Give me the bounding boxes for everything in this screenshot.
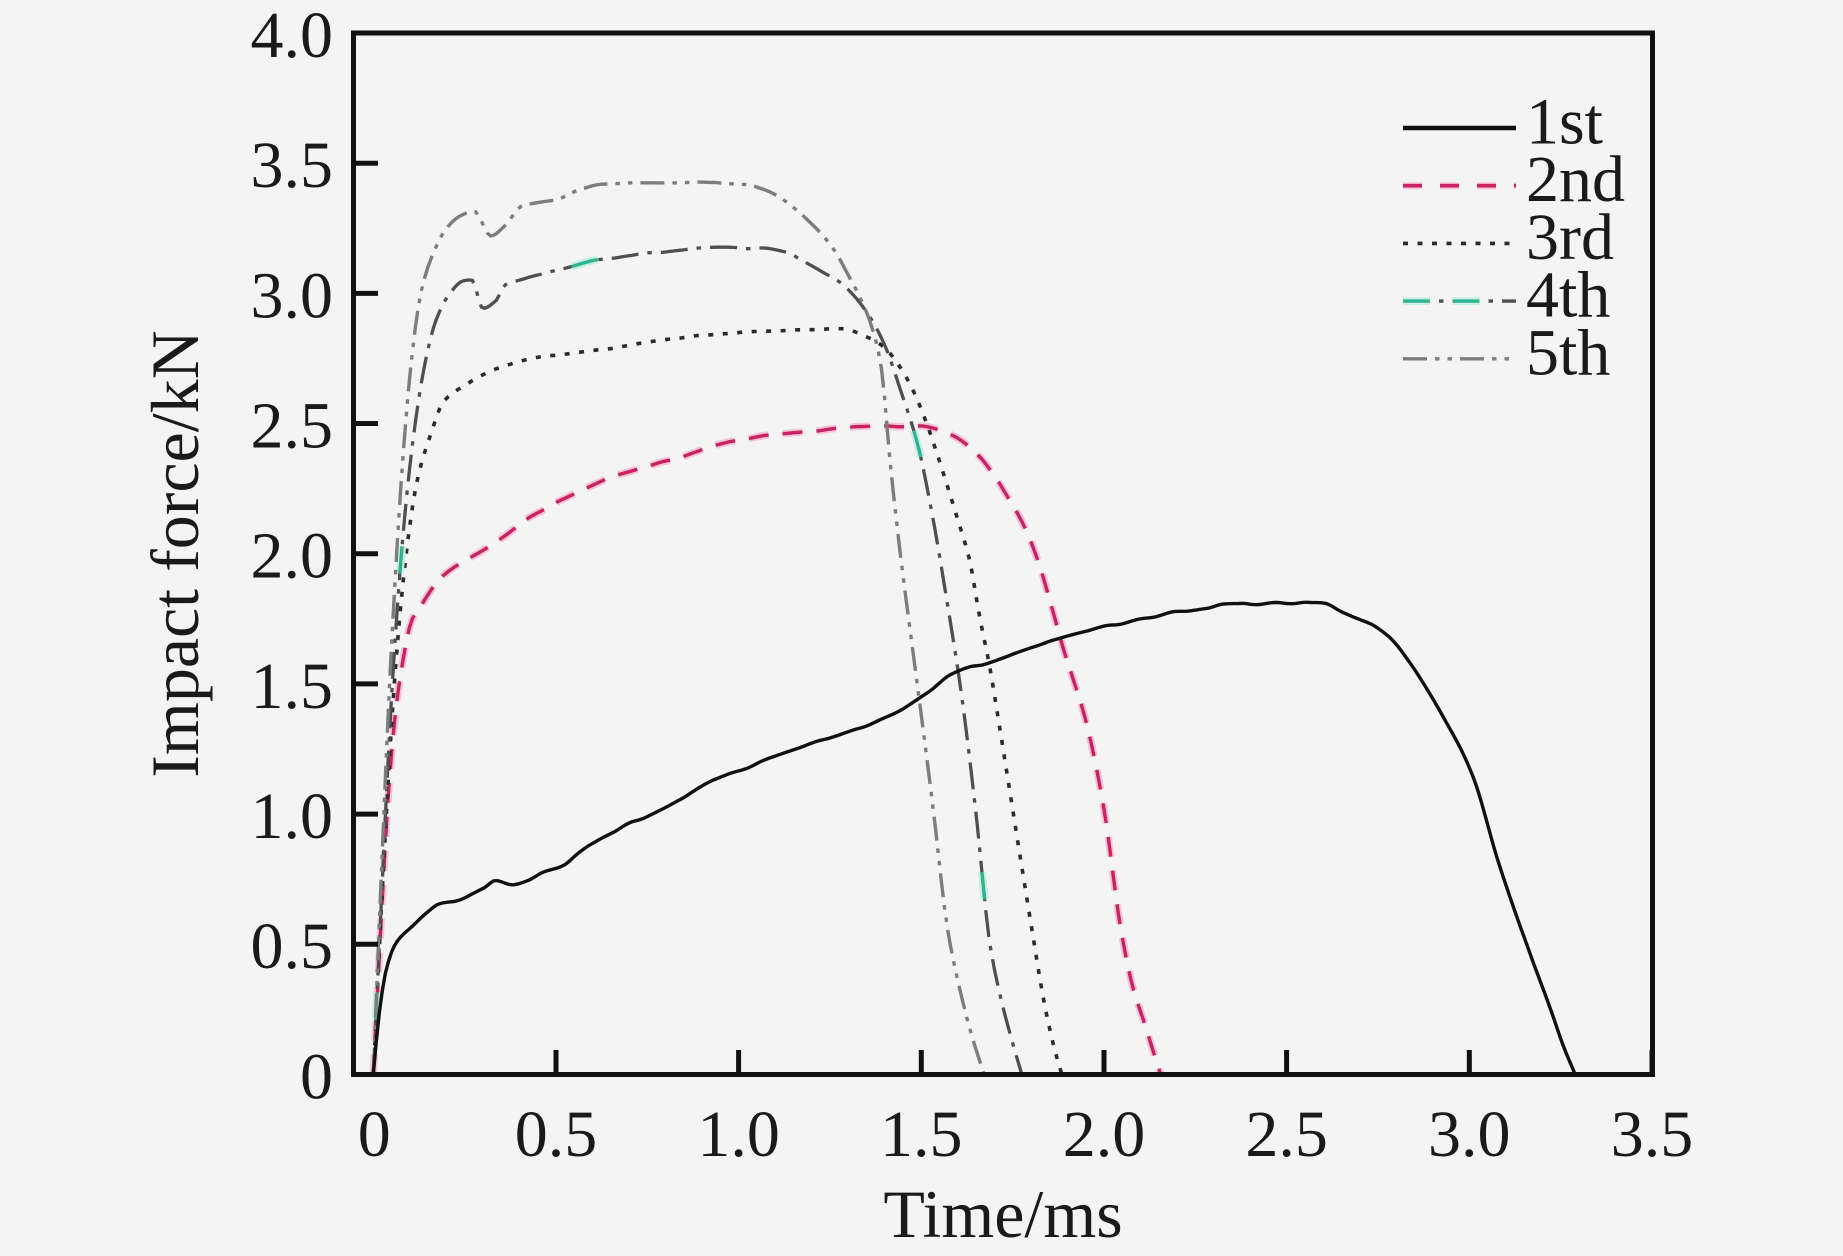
svg-text:2nd: 2nd xyxy=(1526,143,1625,216)
svg-text:1st: 1st xyxy=(1526,86,1603,159)
svg-text:3.5: 3.5 xyxy=(1611,1098,1694,1171)
svg-text:0: 0 xyxy=(358,1098,391,1171)
svg-text:4th: 4th xyxy=(1526,259,1610,332)
svg-text:1.0: 1.0 xyxy=(251,780,334,853)
svg-text:1.5: 1.5 xyxy=(251,650,334,723)
svg-text:4.0: 4.0 xyxy=(251,0,334,72)
svg-text:3.5: 3.5 xyxy=(251,129,334,202)
svg-text:0.5: 0.5 xyxy=(515,1098,598,1171)
svg-text:2.5: 2.5 xyxy=(251,390,334,463)
svg-text:5th: 5th xyxy=(1526,316,1610,389)
svg-text:1.5: 1.5 xyxy=(880,1098,963,1171)
svg-text:3.0: 3.0 xyxy=(1428,1098,1511,1171)
svg-text:Time/ms: Time/ms xyxy=(883,1176,1122,1252)
svg-text:2.0: 2.0 xyxy=(251,520,334,593)
svg-text:Impact force/kN: Impact force/kN xyxy=(137,330,213,777)
svg-text:0.5: 0.5 xyxy=(251,910,334,983)
svg-text:0: 0 xyxy=(300,1040,333,1113)
svg-text:2.0: 2.0 xyxy=(1063,1098,1146,1171)
svg-text:1.0: 1.0 xyxy=(697,1098,780,1171)
svg-text:3rd: 3rd xyxy=(1526,201,1614,274)
svg-text:2.5: 2.5 xyxy=(1245,1098,1328,1171)
svg-text:3.0: 3.0 xyxy=(251,259,334,332)
